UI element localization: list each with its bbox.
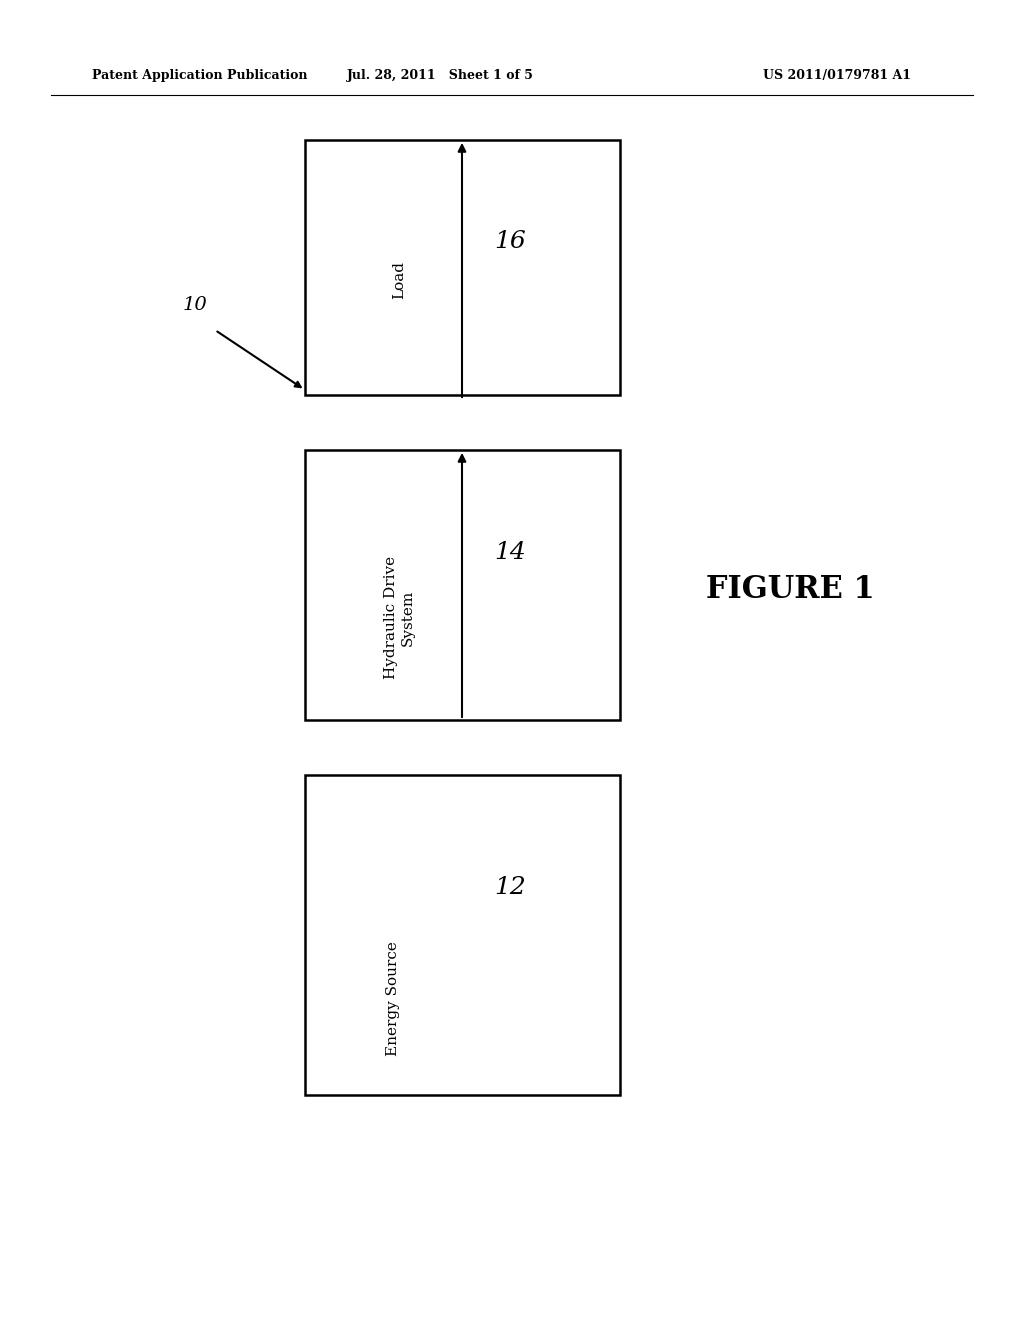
Text: 14: 14 (494, 541, 525, 564)
Text: Jul. 28, 2011   Sheet 1 of 5: Jul. 28, 2011 Sheet 1 of 5 (347, 69, 534, 82)
Text: FIGURE 1: FIGURE 1 (706, 574, 874, 606)
Text: Load: Load (392, 261, 407, 300)
Text: 10: 10 (182, 296, 208, 314)
Text: US 2011/0179781 A1: US 2011/0179781 A1 (763, 69, 911, 82)
Text: 12: 12 (494, 875, 525, 899)
Text: Patent Application Publication: Patent Application Publication (92, 69, 307, 82)
Bar (305, 140, 620, 395)
Text: Energy Source: Energy Source (386, 941, 400, 1056)
Bar (305, 775, 620, 1096)
Text: Hydraulic Drive
System: Hydraulic Drive System (384, 556, 415, 678)
Bar (305, 450, 620, 719)
Text: 16: 16 (494, 231, 525, 253)
